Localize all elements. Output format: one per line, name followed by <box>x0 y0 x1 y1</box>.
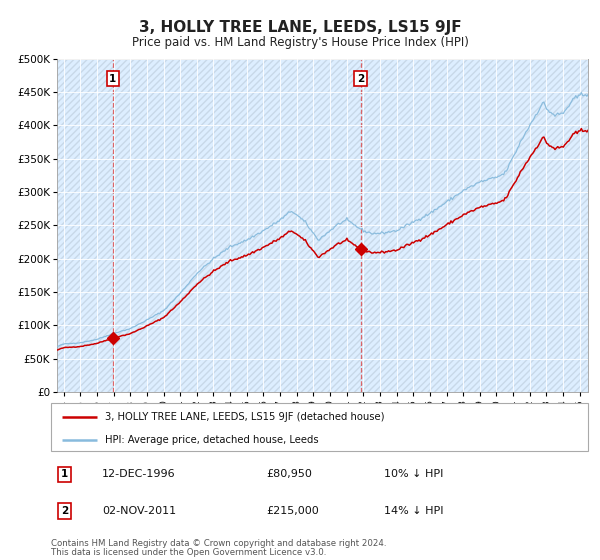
Text: 12-DEC-1996: 12-DEC-1996 <box>102 469 176 479</box>
Text: Contains HM Land Registry data © Crown copyright and database right 2024.: Contains HM Land Registry data © Crown c… <box>51 539 386 548</box>
Text: £80,950: £80,950 <box>266 469 311 479</box>
Text: HPI: Average price, detached house, Leeds: HPI: Average price, detached house, Leed… <box>105 435 319 445</box>
Text: 02-NOV-2011: 02-NOV-2011 <box>102 506 176 516</box>
Text: 3, HOLLY TREE LANE, LEEDS, LS15 9JF (detached house): 3, HOLLY TREE LANE, LEEDS, LS15 9JF (det… <box>105 412 384 422</box>
Text: This data is licensed under the Open Government Licence v3.0.: This data is licensed under the Open Gov… <box>51 548 326 557</box>
Text: 1: 1 <box>61 469 68 479</box>
Text: Price paid vs. HM Land Registry's House Price Index (HPI): Price paid vs. HM Land Registry's House … <box>131 36 469 49</box>
Text: 3, HOLLY TREE LANE, LEEDS, LS15 9JF: 3, HOLLY TREE LANE, LEEDS, LS15 9JF <box>139 20 461 35</box>
Text: 14% ↓ HPI: 14% ↓ HPI <box>384 506 443 516</box>
Text: 1: 1 <box>109 74 116 84</box>
Text: £215,000: £215,000 <box>266 506 319 516</box>
Text: 10% ↓ HPI: 10% ↓ HPI <box>384 469 443 479</box>
Text: 2: 2 <box>61 506 68 516</box>
Text: 2: 2 <box>357 74 364 84</box>
